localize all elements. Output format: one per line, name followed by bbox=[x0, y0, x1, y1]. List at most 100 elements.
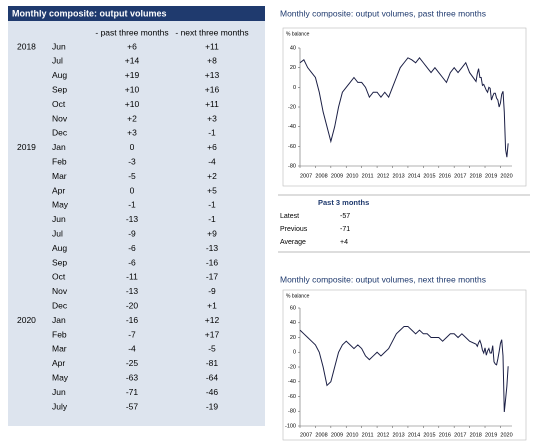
next-value: +5 bbox=[207, 185, 217, 195]
axis-label: % balance bbox=[286, 31, 310, 37]
x-tick-label: 2017 bbox=[454, 432, 466, 438]
month: May bbox=[52, 372, 69, 382]
next-value: -9 bbox=[208, 286, 216, 296]
y-tick-label: 40 bbox=[290, 320, 296, 326]
x-tick-label: 2008 bbox=[315, 173, 327, 179]
x-tick-label: 2012 bbox=[377, 173, 389, 179]
month: Oct bbox=[52, 99, 66, 109]
x-tick-label: 2015 bbox=[423, 173, 435, 179]
past-value: -3 bbox=[128, 156, 136, 166]
axis-label: % balance bbox=[286, 293, 310, 299]
month: Jun bbox=[52, 41, 66, 51]
next-value: -16 bbox=[206, 257, 219, 267]
table-title: Monthly composite: output volumes bbox=[12, 8, 167, 18]
y-tick-label: 0 bbox=[293, 350, 296, 356]
past-value: -11 bbox=[126, 272, 138, 282]
past-value: +10 bbox=[125, 84, 140, 94]
next-value: -1 bbox=[208, 128, 216, 138]
chart-frame bbox=[282, 289, 527, 441]
y-tick-label: -40 bbox=[288, 124, 296, 130]
next-value: +1 bbox=[207, 300, 217, 310]
month: Jun bbox=[52, 387, 66, 397]
column-header: - past three months bbox=[95, 27, 168, 37]
y-tick-label: -60 bbox=[288, 394, 296, 400]
next-value: -4 bbox=[208, 156, 216, 166]
month: Sep bbox=[52, 257, 67, 267]
x-tick-label: 2013 bbox=[393, 173, 405, 179]
next-value: -64 bbox=[206, 372, 219, 382]
table-title-bar bbox=[8, 6, 265, 21]
chart-frame bbox=[282, 27, 527, 187]
past-value: -25 bbox=[126, 358, 139, 368]
y-tick-label: 60 bbox=[290, 305, 296, 311]
month: Dec bbox=[52, 128, 68, 138]
month: May bbox=[52, 200, 69, 210]
past-value: -6 bbox=[128, 257, 136, 267]
x-tick-label: 2008 bbox=[315, 432, 327, 438]
data-line bbox=[299, 325, 509, 413]
past-value: -5 bbox=[128, 171, 136, 181]
x-tick-label: 2010 bbox=[346, 432, 358, 438]
next-value: -46 bbox=[206, 387, 219, 397]
month: Jul bbox=[52, 56, 63, 66]
month: Sep bbox=[52, 84, 67, 94]
past-value: 0 bbox=[130, 142, 135, 152]
x-tick-label: 2013 bbox=[393, 432, 405, 438]
next-value: +9 bbox=[207, 228, 217, 238]
past-value: -13 bbox=[126, 214, 139, 224]
past-value: -57 bbox=[126, 401, 139, 411]
summary-value: +4 bbox=[340, 239, 348, 246]
summary-label: Previous bbox=[280, 226, 308, 233]
past-value: -63 bbox=[126, 372, 139, 382]
x-tick-label: 2018 bbox=[470, 432, 482, 438]
summary-label: Average bbox=[280, 239, 306, 246]
next-value: -1 bbox=[208, 214, 216, 224]
x-tick-label: 2010 bbox=[346, 173, 358, 179]
y-tick-label: -80 bbox=[288, 163, 296, 169]
month: Jan bbox=[52, 142, 66, 152]
month: Mar bbox=[52, 344, 67, 354]
next-value: -13 bbox=[206, 243, 219, 253]
next-value: -81 bbox=[206, 358, 219, 368]
y-tick-label: 20 bbox=[290, 335, 296, 341]
data-line bbox=[299, 57, 509, 158]
column-header: - next three months bbox=[175, 27, 248, 37]
month: Aug bbox=[52, 70, 67, 80]
summary-value: -71 bbox=[340, 226, 350, 233]
y-tick-label: 20 bbox=[290, 65, 296, 71]
x-tick-label: 2011 bbox=[362, 173, 374, 179]
x-tick-label: 2018 bbox=[470, 173, 482, 179]
next-value: +3 bbox=[207, 113, 217, 123]
x-tick-label: 2016 bbox=[439, 173, 451, 179]
table-panel bbox=[8, 6, 265, 426]
past-value: +19 bbox=[125, 70, 140, 80]
x-tick-label: 2015 bbox=[423, 432, 435, 438]
month: Nov bbox=[52, 286, 68, 296]
y-tick-label: -20 bbox=[288, 104, 296, 110]
past-value: -7 bbox=[128, 329, 136, 339]
next-value: -19 bbox=[206, 401, 219, 411]
y-tick-label: -100 bbox=[285, 423, 296, 429]
x-tick-label: 2019 bbox=[485, 173, 497, 179]
past-value: +14 bbox=[125, 56, 140, 66]
past-value: +3 bbox=[127, 128, 137, 138]
x-tick-label: 2007 bbox=[300, 432, 312, 438]
year: 2020 bbox=[17, 315, 36, 325]
x-tick-label: 2019 bbox=[485, 432, 497, 438]
month: July bbox=[52, 401, 68, 411]
next-value: +17 bbox=[205, 329, 220, 339]
x-tick-label: 2009 bbox=[331, 432, 343, 438]
next-value: +16 bbox=[205, 84, 220, 94]
month: Jul bbox=[52, 228, 63, 238]
charts: Monthly composite: output volumes, past … bbox=[280, 8, 527, 441]
x-tick-label: 2014 bbox=[408, 432, 420, 438]
next-value: -17 bbox=[206, 272, 219, 282]
next-value: +13 bbox=[205, 70, 220, 80]
past-value: 0 bbox=[130, 185, 135, 195]
x-tick-label: 2011 bbox=[362, 432, 374, 438]
y-tick-label: -60 bbox=[288, 144, 296, 150]
next-value: +11 bbox=[205, 99, 219, 109]
x-tick-label: 2016 bbox=[439, 432, 451, 438]
past-value: -1 bbox=[128, 200, 136, 210]
next-value: -1 bbox=[208, 200, 216, 210]
